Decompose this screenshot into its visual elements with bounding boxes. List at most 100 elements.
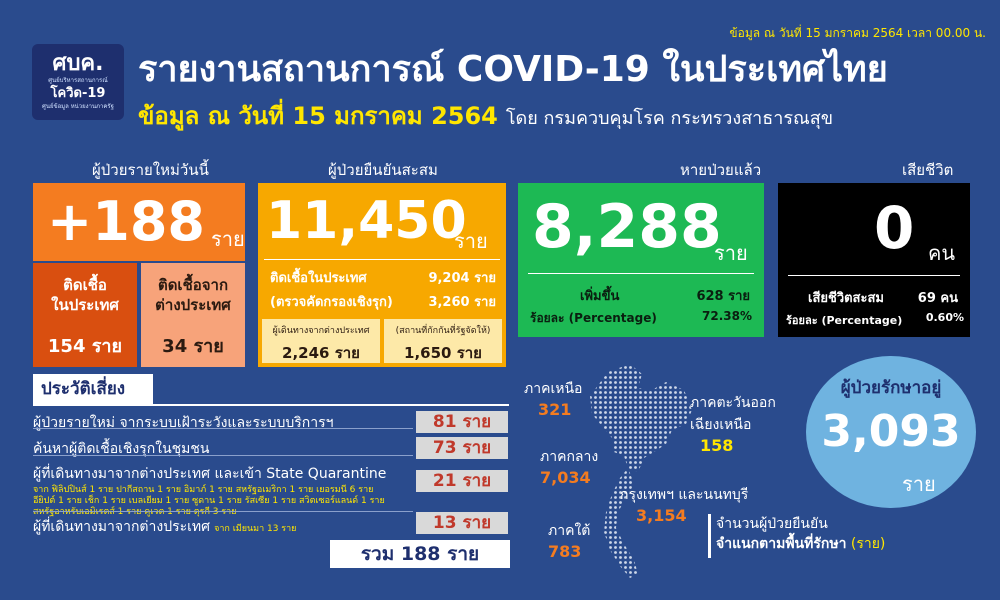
region-south-value: 783 — [548, 542, 582, 561]
recovered-pct-value: 72.38% — [702, 309, 752, 323]
region-northeast-name2: เฉียงเหนือ — [690, 417, 752, 433]
history-item-2: ค้นหาผู้ติดเชื้อเชิงรุกในชุมชน — [33, 438, 209, 460]
region-south: ภาคใต้ 783 — [548, 520, 590, 561]
cumulative-caption: ผู้ป่วยยืนยันสะสม — [328, 161, 438, 179]
traveler-label: ผู้เดินทางจากต่างประเทศ — [272, 326, 370, 336]
region-northeast-value: 158 — [700, 436, 734, 455]
traveler-value: 2,246 ราย — [282, 344, 360, 362]
region-bangkok: กรุงเทพฯ และนนทบุรี 3,154 — [620, 484, 748, 525]
map-note-line3: (ราย) — [850, 536, 886, 552]
local-value: 154 ราย — [47, 336, 123, 357]
deaths-pct-value: 0.60% — [925, 311, 964, 324]
recovered-inc-label: เพิ่มขึ้น — [580, 289, 620, 304]
cumulative-row1-value: 9,204 ราย — [428, 271, 496, 286]
history-divider — [33, 404, 509, 406]
history-item-4-label: ผู้ที่เดินทางมาจากต่างประเทศ — [33, 519, 211, 535]
local-label-2: ในประเทศ — [51, 296, 119, 314]
region-north-value: 321 — [538, 400, 572, 419]
history-item-3-detail-line-3: สหรัฐอาหรับเอมิเรตส์ 1 ราย คูเวต 1 ราย ต… — [33, 507, 237, 517]
history-item-3-detail-line-1: จาก ฟิลิปปินส์ 1 ราย ปากีสถาน 1 ราย อิมา… — [33, 485, 374, 495]
page-subtitle: ข้อมูล ณ วันที่ 15 มกราคม 2564 โดย กรมควบ… — [138, 100, 833, 135]
history-item-3-detail-line-2: อียิปต์ 1 ราย เช็ก 1 ราย เบลเยียม 1 ราย … — [33, 496, 385, 506]
cumulative-panel: 11,450 ราย ติดเชื้อในประเทศ 9,204 ราย (ต… — [258, 183, 506, 367]
treatment-value: 3,093 — [821, 406, 961, 457]
abroad-value: 34 ราย — [162, 336, 224, 357]
ccsa-logo: ศบค. ศูนย์บริหารสถานการณ์ โควิด-19 ศูนย์… — [32, 44, 124, 120]
history-item-3-label: ผู้ที่เดินทางมาจากต่างประเทศ และเข้า Sta… — [33, 466, 387, 482]
logo-line3: ศูนย์บริหารสถานการณ์ — [48, 77, 108, 84]
quarantine-label: (สถานที่กักกันที่รัฐจัดให้) — [395, 326, 491, 336]
thailand-outline — [590, 364, 692, 578]
history-item-1-label: ผู้ป่วยรายใหม่ จากระบบเฝ้าระวังและระบบบร… — [33, 415, 334, 431]
history-item-4-detail: จาก เมียนมา 13 ราย — [214, 524, 297, 534]
region-central-value: 7,034 — [540, 468, 591, 487]
new-cases-caption: ผู้ป่วยรายใหม่วันนี้ — [92, 161, 209, 179]
new-cases-panel: +188 ราย — [33, 183, 245, 261]
quarantine-value: 1,650 ราย — [404, 344, 482, 362]
region-south-name: ภาคใต้ — [548, 523, 591, 539]
cumulative-value: 11,450 — [266, 191, 467, 251]
recovered-pct-label: ร้อยละ (Percentage) — [530, 311, 657, 325]
recovered-caption: หายป่วยแล้ว — [680, 161, 762, 179]
history-title: ประวัติเสี่ยง — [33, 374, 153, 404]
new-cases-unit: ราย — [211, 227, 245, 251]
region-north: ภาคเหนือ 321 — [524, 378, 582, 419]
deaths-pct-label: ร้อยละ (Percentage) — [786, 314, 903, 327]
deaths-value: 0 — [874, 194, 915, 262]
history-item-1: ผู้ป่วยรายใหม่ จากระบบเฝ้าระวังและระบบบร… — [33, 412, 333, 434]
region-north-name: ภาคเหนือ — [524, 381, 583, 397]
subtitle-date: ข้อมูล ณ วันที่ 15 มกราคม 2564 — [138, 102, 498, 130]
treatment-unit: ราย — [902, 472, 936, 496]
region-northeast-name1: ภาคตะวันออก — [690, 395, 776, 411]
cumulative-row2-value: 3,260 ราย — [428, 295, 496, 310]
map-note: จำนวนผู้ป่วยยืนยัน จำแนกตามพื้นที่รักษา … — [716, 514, 885, 554]
region-northeast: ภาคตะวันออก เฉียงเหนือ 158 — [690, 392, 776, 455]
history-line-1 — [33, 428, 413, 429]
local-label-1: ติดเชื้อ — [63, 276, 107, 294]
history-item-4-value: 13 ราย — [416, 512, 508, 534]
abroad-label-2: ต่างประเทศ — [155, 296, 231, 314]
quarantine-box: (สถานที่กักกันที่รัฐจัดให้) 1,650 ราย — [384, 319, 502, 363]
cumulative-row2-label: (ตรวจคัดกรองเชิงรุก) — [270, 295, 393, 310]
history-total: รวม 188 ราย — [330, 540, 510, 568]
region-bangkok-name: กรุงเทพฯ และนนทบุรี — [620, 487, 749, 503]
recovered-panel: 8,288 ราย เพิ่มขึ้น 628 ราย ร้อยละ (Perc… — [518, 183, 764, 337]
map-note-bar — [708, 514, 711, 558]
logo-line1: ศบค. — [52, 51, 104, 76]
treatment-caption: ผู้ป่วยรักษาอยู่ — [840, 378, 942, 398]
history-item-3-detail: จาก ฟิลิปปินส์ 1 ราย ปากีสถาน 1 ราย อิมา… — [33, 485, 386, 518]
thailand-map-icon — [590, 364, 692, 578]
history-item-2-label: ค้นหาผู้ติดเชื้อเชิงรุกในชุมชน — [33, 441, 210, 457]
history-item-3-value: 21 ราย — [416, 470, 508, 492]
recovered-value: 8,288 — [532, 192, 722, 262]
logo-line2: โควิด-19 — [50, 86, 106, 101]
region-central-name: ภาคกลาง — [540, 449, 599, 465]
subtitle-source: โดย กรมควบคุมโรค กระทรวงสาธารณสุข — [505, 108, 834, 129]
cumulative-row1-label: ติดเชื้อในประเทศ — [270, 271, 367, 286]
history-item-3: ผู้ที่เดินทางมาจากต่างประเทศ และเข้า Sta… — [33, 463, 386, 518]
map-note-line2: จำแนกตามพื้นที่รักษา — [716, 536, 847, 552]
traveler-box: ผู้เดินทางจากต่างประเทศ 2,246 ราย — [262, 319, 380, 363]
history-line-2 — [33, 455, 413, 456]
map-note-line1: จำนวนผู้ป่วยยืนยัน — [716, 516, 828, 532]
deaths-panel: 0 คน เสียชีวิตสะสม 69 คน ร้อยละ (Percent… — [778, 183, 970, 337]
treatment-circle: ผู้ป่วยรักษาอยู่ 3,093 ราย — [806, 356, 976, 508]
history-line-3 — [33, 511, 413, 512]
history-item-4: ผู้ที่เดินทางมาจากต่างประเทศ จาก เมียนมา… — [33, 516, 296, 538]
local-cases-panel: ติดเชื้อ ในประเทศ 154 ราย — [33, 263, 137, 367]
deaths-caption: เสียชีวิต — [902, 161, 954, 179]
deaths-cum-value: 69 คน — [917, 291, 958, 306]
recovered-divider — [528, 273, 754, 274]
logo-line4: ศูนย์ข้อมูล หน่วยงานภาครัฐ — [42, 103, 114, 110]
new-cases-value: +188 — [47, 190, 205, 253]
abroad-cases-panel: ติดเชื้อจาก ต่างประเทศ 34 ราย — [141, 263, 245, 367]
data-timestamp: ข้อมูล ณ วันที่ 15 มกราคม 2564 เวลา 00.0… — [729, 26, 986, 40]
cumulative-divider — [264, 259, 500, 260]
deaths-divider — [788, 275, 960, 276]
history-item-2-value: 73 ราย — [416, 437, 508, 459]
cumulative-unit: ราย — [454, 229, 488, 253]
recovered-unit: ราย — [714, 241, 748, 265]
page-title: รายงานสถานการณ์ COVID-19 ในประเทศไทย — [138, 49, 888, 90]
region-central: ภาคกลาง 7,034 — [540, 446, 598, 487]
abroad-label-1: ติดเชื้อจาก — [157, 276, 229, 294]
